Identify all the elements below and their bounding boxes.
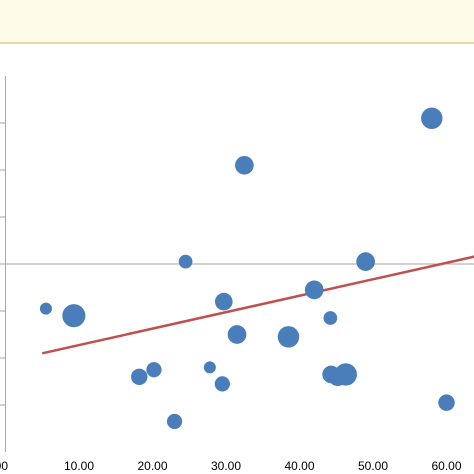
x-tick-label: 20.00	[137, 459, 167, 473]
data-point	[227, 325, 247, 344]
x-tick-label: 30.00	[211, 459, 241, 473]
axes	[0, 76, 474, 452]
data-point	[421, 107, 443, 130]
data-point	[203, 361, 216, 374]
trendline-group	[41, 255, 474, 355]
data-point	[334, 363, 357, 386]
data-point	[214, 376, 230, 392]
data-point	[235, 155, 254, 175]
x-tick-label: 60.00	[431, 459, 461, 473]
data-point	[214, 292, 233, 311]
data-point	[131, 368, 148, 386]
top-banner	[0, 0, 474, 44]
data-point	[356, 252, 375, 271]
data-point	[146, 362, 162, 378]
data-points	[39, 107, 455, 430]
x-tick-label: 50.00	[358, 459, 388, 473]
x-tick-labels: .00 10.00 20.00 30.00 40.00 50.00 60.00	[0, 459, 462, 473]
x-tick-label: 10.00	[64, 459, 94, 473]
data-point	[323, 311, 338, 325]
data-point	[166, 413, 183, 430]
data-point	[178, 254, 193, 269]
data-point	[39, 302, 52, 315]
x-tick-label: .00	[0, 459, 8, 473]
data-point	[304, 280, 324, 300]
data-point	[62, 304, 86, 328]
x-tick-label: 40.00	[284, 459, 314, 473]
data-point	[438, 394, 455, 411]
data-point	[277, 326, 300, 348]
trendline	[41, 255, 474, 355]
